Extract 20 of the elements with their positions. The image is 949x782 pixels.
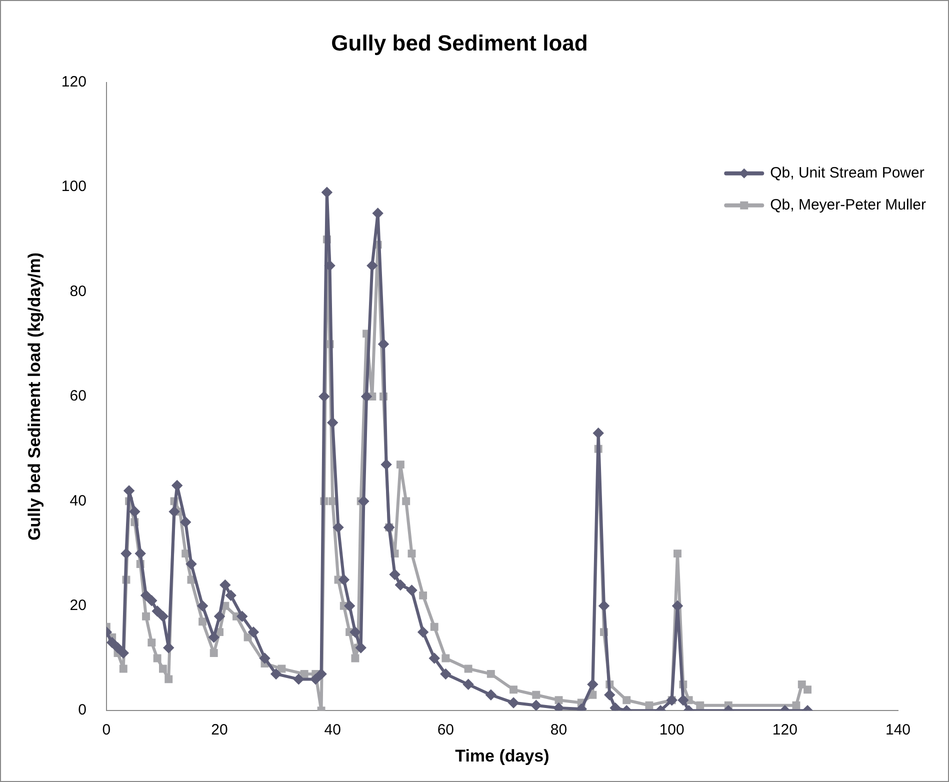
x-tick-label: 60 — [437, 722, 454, 739]
x-tick-label: 20 — [211, 722, 228, 739]
x-tick-label: 100 — [659, 722, 684, 739]
x-axis-title: Time (days) — [455, 746, 550, 766]
x-tick-label: 140 — [885, 722, 911, 739]
x-tick-label: 40 — [324, 722, 341, 739]
y-tick-label: 40 — [70, 492, 86, 510]
y-tick-label: 80 — [70, 282, 86, 300]
legend-label: Qb, Meyer-Peter Muller — [770, 196, 926, 214]
y-axis-title: Gully bed Sediment load (kg/day/m) — [24, 252, 44, 541]
y-tick-label: 120 — [61, 74, 86, 91]
legend-label: Qb, Unit Stream Power — [770, 164, 924, 182]
y-tick-label: 20 — [70, 597, 86, 614]
x-tick-label: 0 — [102, 722, 111, 739]
y-tick-label: 100 — [61, 178, 86, 196]
y-tick-label: 60 — [70, 388, 86, 405]
chart-title: Gully bed Sediment load — [331, 30, 588, 56]
y-tick-label: 0 — [78, 702, 86, 719]
x-tick-label: 80 — [550, 722, 568, 739]
x-tick-label: 120 — [772, 722, 798, 739]
